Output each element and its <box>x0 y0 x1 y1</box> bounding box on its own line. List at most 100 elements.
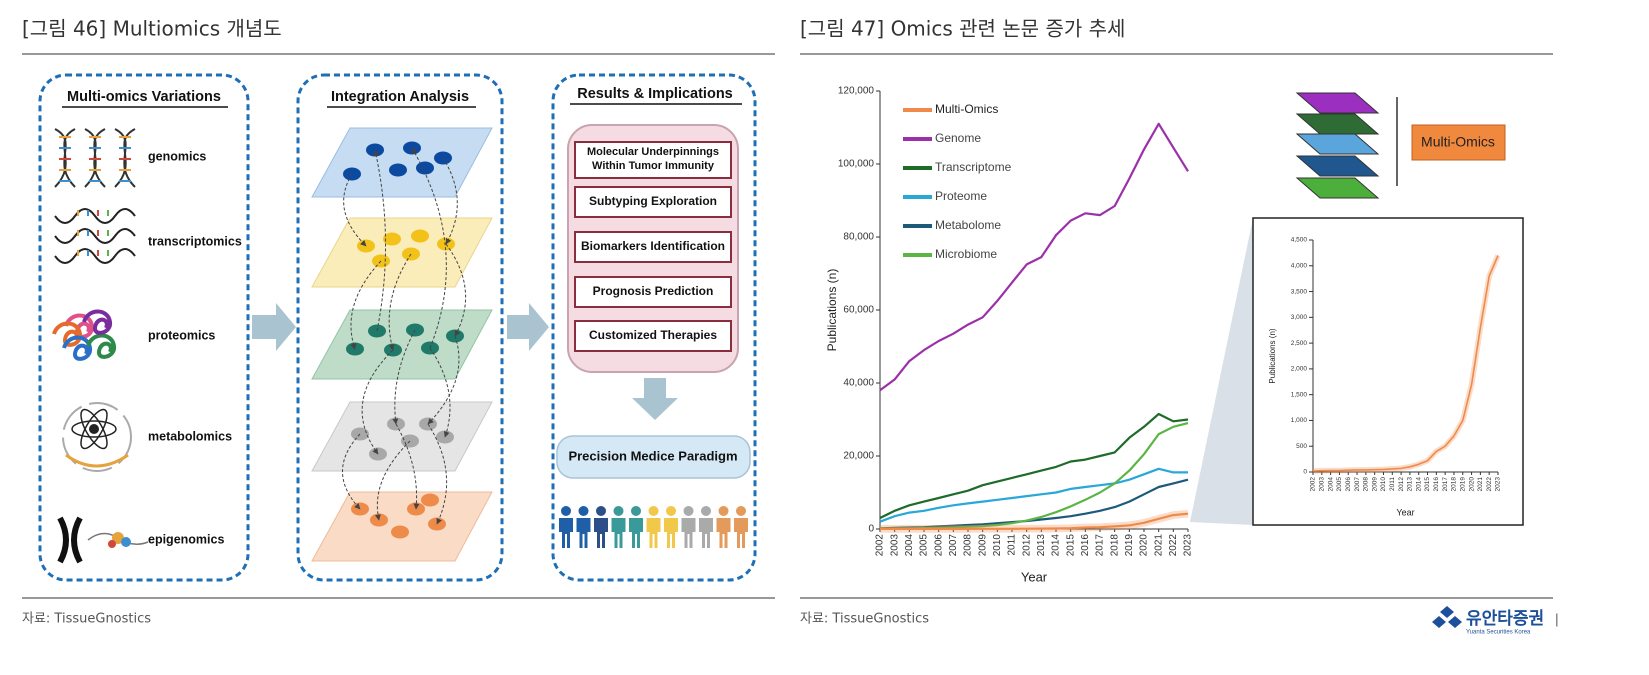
stack-label: Multi-Omics <box>1421 134 1495 150</box>
result-box <box>574 231 732 263</box>
y-tick-label: 1,500 <box>1291 391 1308 398</box>
link <box>429 347 451 438</box>
link <box>374 440 411 521</box>
y-axis-label: Publications (n) <box>1268 328 1277 383</box>
rna <box>54 248 136 264</box>
x-axis-label: Year <box>1396 507 1414 517</box>
flow-arrow <box>252 303 296 351</box>
link <box>350 260 382 350</box>
result-box <box>574 276 732 308</box>
x-tick-label: 2010 <box>992 534 1003 557</box>
x-tick-label: 2017 <box>1442 477 1449 492</box>
person-body <box>594 518 608 548</box>
person-body <box>576 518 591 548</box>
layer-node <box>411 229 429 243</box>
result-text: Customized Therapies <box>589 328 717 342</box>
person-head <box>683 506 694 516</box>
helix <box>84 128 106 188</box>
series-line <box>879 122 1189 392</box>
person-icon <box>594 506 608 548</box>
person-icon <box>611 506 626 548</box>
layer-node <box>391 525 409 539</box>
link <box>343 173 367 247</box>
x-tick-label: 2005 <box>1336 477 1343 492</box>
x-tick-label: 2012 <box>1021 534 1032 557</box>
result-text: Biomarkers Identification <box>581 239 725 253</box>
person-icon <box>699 506 713 548</box>
stack-layer <box>1295 113 1380 135</box>
atom-ring <box>62 402 132 472</box>
person-body <box>629 518 643 548</box>
x-tick-label: 2008 <box>963 534 974 557</box>
x-tick-label: 2021 <box>1477 477 1484 492</box>
x-tick-label: 2011 <box>1007 534 1018 556</box>
orbit <box>71 420 117 438</box>
y-tick-label: 40,000 <box>843 378 874 389</box>
legend-label: Genome <box>935 131 981 145</box>
omics-label: epigenomics <box>148 532 224 546</box>
stack-icon: Multi-Omics <box>1295 92 1506 199</box>
x-tick-label: 2022 <box>1486 477 1493 492</box>
figure-title: [그림 46] Multiomics 개념도 <box>22 17 282 41</box>
x-tick-label: 2007 <box>948 534 959 557</box>
orbit <box>80 408 108 450</box>
outcome: Precision Medice Paradigm <box>568 448 737 463</box>
legend-label: Metabolome <box>935 218 1001 232</box>
protein <box>62 335 93 361</box>
outcome-box <box>556 435 751 479</box>
protein <box>86 333 117 359</box>
layer-plane <box>311 401 493 472</box>
omics-icon <box>62 402 132 472</box>
inset-frame <box>1252 217 1524 526</box>
y-tick-label: 1,000 <box>1291 417 1308 424</box>
y-tick-label: 20,000 <box>843 451 874 462</box>
omics-icon <box>52 309 117 361</box>
person-body <box>681 518 696 548</box>
x-tick-label: 2015 <box>1424 477 1431 492</box>
helix <box>114 128 136 188</box>
person-head <box>578 506 589 516</box>
person-head <box>613 506 624 516</box>
legend-label: Transcriptome <box>935 160 1012 174</box>
histone <box>112 532 124 544</box>
x-tick-label: 2009 <box>1371 477 1378 492</box>
x-tick-label: 2021 <box>1153 534 1164 557</box>
person-head <box>648 506 659 516</box>
person-head <box>666 506 676 516</box>
link <box>342 433 361 510</box>
x-tick-label: 2019 <box>1124 534 1135 557</box>
column-box <box>551 73 757 582</box>
y-tick-label: 0 <box>868 524 874 535</box>
omics-icon <box>57 516 149 564</box>
person-body <box>611 518 626 548</box>
divider: | <box>1555 611 1559 627</box>
logo-sub: Yuanta Securities Korea <box>1466 630 1531 636</box>
person-head <box>596 506 606 516</box>
person-icon <box>559 506 573 548</box>
down-arrow <box>632 378 678 420</box>
person-body <box>646 518 661 548</box>
y-tick-label: 100,000 <box>838 159 875 170</box>
person-icon <box>646 506 661 548</box>
column-box <box>38 73 250 582</box>
column-header: Integration Analysis <box>331 89 469 105</box>
person-head <box>631 506 641 516</box>
person-body <box>559 518 573 548</box>
column-header: Multi-omics Variations <box>67 89 221 105</box>
omics-label: metabolomics <box>148 429 232 443</box>
result-text: Subtyping Exploration <box>589 194 717 208</box>
column-header: Results & Implications <box>577 86 733 102</box>
y-tick-label: 60,000 <box>843 305 874 316</box>
layer-node <box>416 161 434 175</box>
column-box <box>296 73 504 582</box>
x-tick-label: 2004 <box>904 534 915 557</box>
omics-icon <box>54 128 136 188</box>
x-tick-label: 2015 <box>1065 534 1076 557</box>
stack-layer <box>1295 177 1380 199</box>
layer-node <box>389 163 407 177</box>
stack-layer <box>1295 133 1380 155</box>
x-tick-label: 2008 <box>1363 477 1370 492</box>
x-tick-label: 2014 <box>1415 477 1422 492</box>
x-tick-label: 2018 <box>1109 534 1120 557</box>
legend-label: Microbiome <box>935 247 997 261</box>
